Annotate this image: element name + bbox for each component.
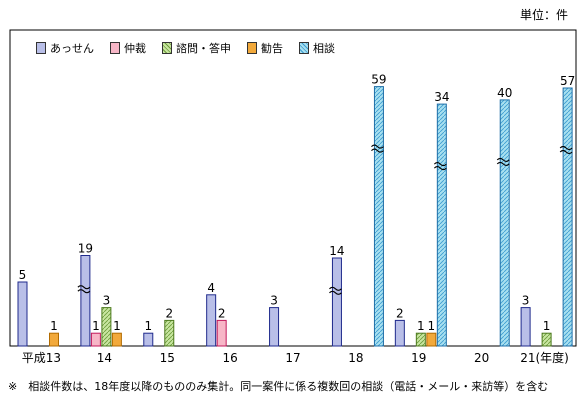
x-tick-label: 20: [474, 351, 489, 365]
legend-label-shimon: 諮問・答申: [176, 41, 231, 55]
data-label: 1: [50, 319, 58, 333]
axis-break-mark: [371, 144, 384, 153]
data-label: 14: [329, 244, 344, 258]
data-label: 4: [207, 281, 215, 295]
bar-assen: [206, 294, 217, 347]
data-label: 2: [218, 306, 226, 320]
bar-shimon: [415, 332, 426, 347]
legend-label-chusai: 仲裁: [124, 41, 146, 55]
legend-item-chusai: 仲裁: [110, 40, 146, 56]
legend-swatch-shimon: [162, 41, 172, 54]
legend-item-kankoku: 勧告: [247, 40, 283, 56]
bar-assen: [80, 255, 91, 347]
legend-swatch-chusai: [110, 41, 120, 54]
data-label: 3: [103, 294, 111, 308]
data-label: 1: [543, 319, 551, 333]
x-tick-label: 18: [348, 351, 363, 365]
x-tick-label: 16: [222, 351, 237, 365]
data-label: 3: [270, 294, 278, 308]
legend-swatch-kankoku: [247, 41, 257, 54]
data-label: 1: [92, 319, 100, 333]
data-label: 1: [144, 319, 152, 333]
legend-item-assen: あっせん: [36, 40, 94, 56]
bar-sodan: [499, 99, 510, 347]
x-tick-label: 平成13: [22, 351, 61, 365]
legend-swatch-sodan: [299, 41, 309, 54]
axis-break-mark: [77, 285, 91, 294]
bar-chusai: [216, 319, 227, 347]
data-label: 2: [165, 306, 173, 320]
x-tick-label: 15: [160, 351, 175, 365]
bar-kankoku: [49, 332, 59, 347]
legend-label-assen: あっせん: [50, 41, 94, 55]
bar-sodan: [436, 103, 447, 347]
data-label: 40: [497, 86, 512, 100]
bar-kankoku: [111, 332, 122, 347]
data-label: 3: [522, 294, 530, 308]
bar-assen: [269, 307, 280, 347]
data-label: 1: [428, 319, 436, 333]
bar-kankoku: [426, 332, 437, 347]
bar-chusai: [90, 332, 101, 347]
legend-item-sodan: 相談: [299, 40, 335, 56]
axis-break-mark: [433, 162, 447, 171]
x-tick-label: 17: [285, 351, 300, 365]
bar-assen: [331, 257, 342, 347]
plot-frame: [9, 29, 577, 347]
data-label: 34: [434, 90, 449, 104]
axis-break-mark: [496, 157, 510, 166]
x-tick-label: 19: [411, 351, 426, 365]
legend-swatch-assen: [36, 41, 46, 54]
bar-assen: [520, 307, 531, 347]
legend-label-sodan: 相談: [313, 41, 335, 55]
data-label: 19: [78, 242, 93, 256]
bar-assen: [17, 281, 28, 347]
bar-assen: [394, 319, 405, 347]
bar-shimon: [541, 332, 552, 347]
axis-break-mark: [559, 145, 573, 155]
footnote: ※ 相談件数は、18年度以降のもののみ集計。同一案件に係る複数回の相談（電話・メ…: [8, 380, 549, 393]
bar-shimon: [101, 307, 112, 347]
legend-label-kankoku: 勧告: [261, 41, 283, 55]
bar-assen: [143, 332, 154, 347]
x-tick-label: 21(年度): [520, 350, 569, 365]
legend: あっせん 仲裁 諮問・答申 勧告 相談: [36, 38, 351, 57]
data-label: 59: [371, 73, 386, 87]
axis-break-mark: [329, 286, 342, 295]
data-label: 5: [19, 268, 27, 282]
legend-item-shimon: 諮問・答申: [162, 40, 231, 56]
data-label: 1: [417, 319, 425, 333]
data-label: 2: [396, 306, 404, 320]
x-tick-label: 14: [97, 351, 112, 365]
bar-sodan: [373, 86, 384, 347]
bar-sodan: [562, 87, 573, 347]
bar-shimon: [164, 319, 175, 347]
data-label: 1: [113, 319, 121, 333]
unit-label: 単位：件: [519, 8, 568, 22]
data-label: 57: [560, 74, 575, 88]
